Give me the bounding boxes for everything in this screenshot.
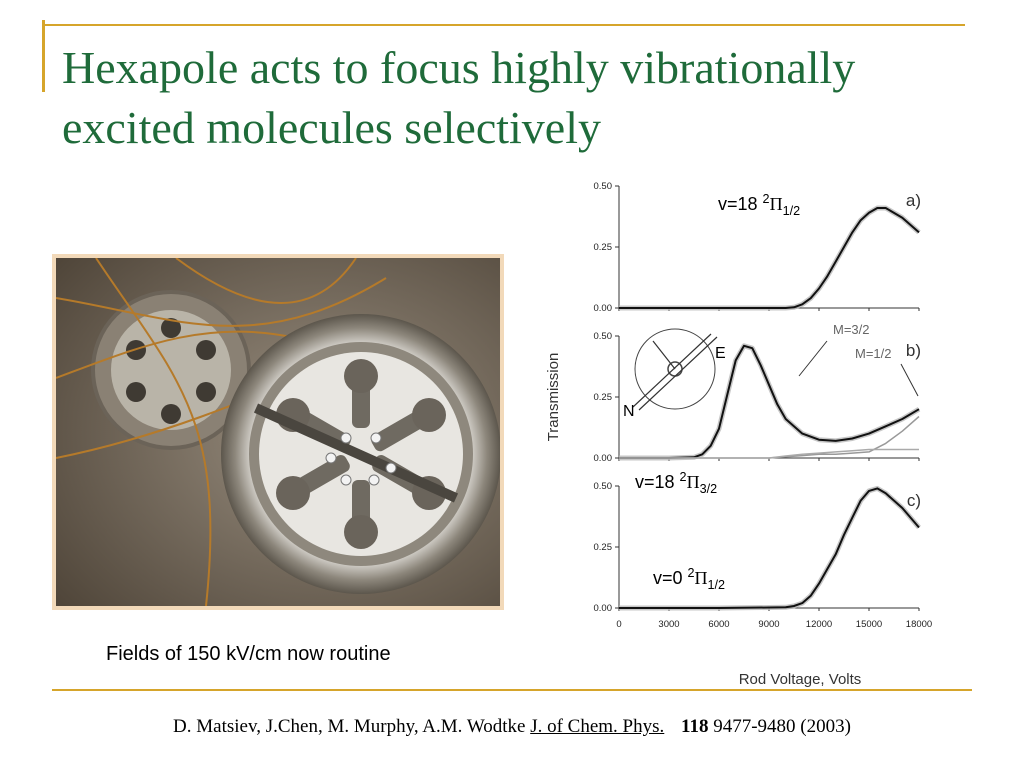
x-tick-label: 0: [616, 619, 621, 630]
accent-line-top: [45, 24, 965, 26]
hexapole-photo-icon: [56, 258, 500, 606]
inset-e-arrow: [632, 333, 712, 408]
series-line: [619, 415, 920, 459]
state-label-b: v=18 2Π3/2: [635, 470, 717, 496]
hexapole-photo: [52, 254, 504, 610]
panel-label: c): [907, 491, 921, 510]
accent-bar-vertical: [42, 20, 45, 92]
x-tick-label: 3000: [658, 619, 679, 630]
y-tick-label: 0.25: [594, 242, 613, 253]
panel-label: a): [906, 191, 921, 210]
photo-caption: Fields of 150 kV/cm now routine: [106, 643, 391, 665]
x-tick-label: 9000: [758, 619, 779, 630]
slide-title: Hexapole acts to focus highly vibrationa…: [62, 42, 856, 153]
x-tick-label: 15000: [856, 619, 882, 630]
y-tick-label: 0.50: [594, 481, 613, 492]
inset-e-arrow: [638, 336, 718, 411]
data-markers: [619, 485, 921, 611]
x-tick-label: 18000: [906, 619, 932, 630]
annotation-m12: M=1/2: [855, 346, 892, 361]
state-label-a: v=18 2Π1/2: [718, 192, 800, 218]
annotation-arrow: [900, 363, 919, 397]
y-axis-title: Transmission: [545, 353, 562, 442]
annotation-arrow: [798, 340, 828, 377]
series-line: [619, 207, 920, 309]
x-tick-label: 12000: [806, 619, 832, 630]
citation: D. Matsiev, J.Chen, M. Murphy, A.M. Wodt…: [0, 716, 1024, 738]
inset-n-label: N: [623, 403, 635, 420]
citation-authors: D. Matsiev, J.Chen, M. Murphy, A.M. Wodt…: [173, 716, 526, 737]
state-label-c: v=0 2Π1/2: [653, 566, 725, 592]
inset-e-label: E: [715, 345, 726, 362]
data-markers: [619, 205, 921, 311]
y-tick-label: 0.25: [594, 542, 613, 553]
accent-line-bottom: [52, 689, 972, 691]
y-tick-label: 0.25: [594, 392, 613, 403]
series-line: [619, 448, 919, 459]
y-tick-label: 0.00: [594, 603, 613, 614]
transmission-chart: 0.00 0.25 0.50 a) 0.00 0.25 0.50 b) 0.00 0.25 0.50…: [545, 181, 932, 688]
y-tick-label: 0.50: [594, 331, 613, 342]
y-tick-label: 0.50: [594, 181, 613, 192]
citation-pages: 9477-9480 (2003): [713, 716, 851, 737]
y-tick-label: 0.00: [594, 453, 613, 464]
x-axis-title: Rod Voltage, Volts: [739, 671, 862, 688]
inset-circle: [634, 328, 716, 410]
data-markers: [619, 343, 921, 461]
inset-n-arrow: [652, 340, 676, 370]
citation-journal: J. of Chem. Phys.: [530, 716, 665, 737]
annotation-m32: M=3/2: [833, 322, 870, 337]
series-line: [619, 487, 920, 609]
citation-volume: 118: [681, 716, 709, 737]
x-tick-label: 6000: [708, 619, 729, 630]
y-tick-label: 0.00: [594, 303, 613, 314]
series-line: [619, 344, 920, 459]
panel-label: b): [906, 341, 921, 360]
